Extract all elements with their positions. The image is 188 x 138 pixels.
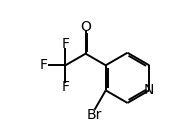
Text: F: F xyxy=(61,37,70,51)
Text: Br: Br xyxy=(87,108,102,122)
Text: F: F xyxy=(61,80,70,94)
Text: N: N xyxy=(144,83,154,97)
Text: F: F xyxy=(40,58,48,72)
Text: O: O xyxy=(80,20,91,34)
